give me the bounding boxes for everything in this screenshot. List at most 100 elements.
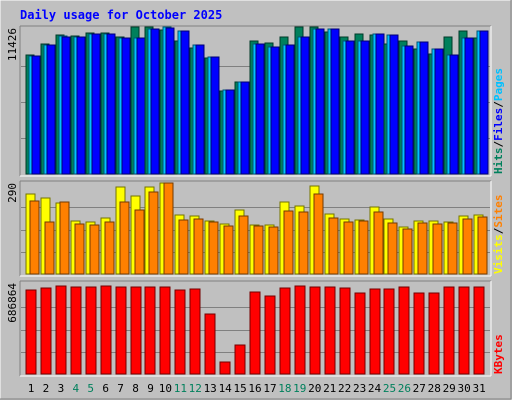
bar-pages (360, 40, 370, 175)
bar-kbytes (204, 313, 216, 375)
x-tick-label: 24 (368, 382, 382, 395)
bar-pages (61, 36, 71, 175)
series-legend: Visits/Sites (492, 195, 505, 275)
legend-separator: / (492, 141, 505, 148)
bar-sites (477, 216, 488, 275)
x-tick-label: 17 (263, 382, 276, 395)
x-tick-label: 19 (293, 382, 306, 395)
bar-sites (148, 191, 159, 275)
x-tick-label: 15 (233, 382, 246, 395)
legend-hits: Hits (492, 148, 505, 175)
bar-pages (300, 36, 310, 175)
x-tick-label: 20 (308, 382, 321, 395)
bar-sites (402, 228, 413, 275)
bar-sites (223, 225, 234, 275)
bar-pages (106, 33, 116, 175)
bar-pages (46, 44, 56, 175)
legend-files: Files (492, 108, 505, 141)
bar-pages (150, 28, 160, 175)
chart-title: Daily usage for October 2025 (20, 8, 222, 22)
bar-sites (283, 210, 294, 275)
x-tick-label: 12 (189, 382, 202, 395)
bar-sites (462, 218, 473, 275)
x-tick-label: 29 (443, 382, 456, 395)
bar-sites (387, 222, 398, 275)
bar-kbytes (189, 288, 201, 375)
bar-sites (238, 215, 249, 275)
bar-sites (313, 193, 324, 275)
x-tick-label: 26 (398, 382, 411, 395)
bar-pages (121, 37, 131, 175)
bar-pages (255, 43, 265, 175)
bar-kbytes (383, 288, 395, 375)
x-tick-label: 31 (472, 382, 485, 395)
x-tick-label: 4 (72, 382, 79, 395)
bar-kbytes (473, 286, 485, 375)
bar-kbytes (25, 289, 37, 375)
bar-pages (31, 55, 41, 175)
bar-sites (373, 211, 384, 275)
panel-kbytes: 686864 KBytes (6, 280, 505, 377)
bar-sites (417, 222, 428, 275)
bar-sites (358, 220, 369, 275)
x-tick-label: 7 (117, 382, 124, 395)
bar-sites (29, 200, 40, 275)
bar-pages (479, 30, 489, 175)
bar-kbytes (115, 286, 127, 375)
legend-separator: / (492, 101, 505, 108)
bar-pages (434, 48, 444, 175)
legend-separator: / (492, 227, 505, 234)
y-axis-max-label: 11426 (6, 28, 19, 61)
bar-kbytes (354, 292, 366, 375)
bar-pages (76, 36, 86, 175)
x-tick-label: 23 (353, 382, 366, 395)
bar-sites (89, 224, 100, 275)
x-tick-label: 3 (58, 382, 65, 395)
bar-sites (208, 221, 219, 275)
bar-kbytes (398, 286, 410, 375)
bar-sites (134, 209, 145, 275)
x-tick-label: 21 (323, 382, 336, 395)
bar-pages (464, 37, 474, 175)
bar-pages (345, 40, 355, 175)
x-axis-day-labels: 1 2 3 4 5 6 7 8 9 10 11 12 13 14 15 16 17 18 19 20 21 22 23 24 2… (28, 382, 486, 395)
bar-kbytes (70, 286, 82, 375)
y-axis-max-label: 290 (6, 183, 19, 203)
bar-kbytes (55, 285, 67, 375)
x-tick-label: 11 (174, 382, 187, 395)
bar-pages (91, 33, 101, 175)
bar-kbytes (324, 286, 336, 375)
bar-pages (136, 37, 146, 175)
bar-kbytes (294, 285, 306, 375)
bar-sites (59, 201, 70, 275)
bar-kbytes (279, 287, 291, 375)
legend-pages: Pages (492, 68, 505, 101)
bar-kbytes (264, 295, 276, 375)
bar-sites (193, 218, 204, 275)
bar-pages (195, 44, 205, 175)
x-tick-label: 2 (43, 382, 50, 395)
bar-kbytes (443, 286, 455, 375)
bar-kbytes (413, 292, 425, 375)
bar-kbytes (40, 287, 52, 375)
x-tick-label: 14 (219, 382, 233, 395)
bar-kbytes (100, 285, 112, 375)
bar-kbytes (309, 286, 321, 375)
bar-kbytes (130, 286, 142, 375)
x-tick-label: 10 (159, 382, 172, 395)
x-tick-label: 5 (87, 382, 94, 395)
bar-kbytes (234, 344, 246, 375)
x-tick-label: 16 (248, 382, 261, 395)
bar-sites (298, 211, 309, 275)
bar-pages (330, 28, 340, 175)
x-tick-label: 27 (413, 382, 426, 395)
legend-visits: Visits (492, 234, 505, 274)
bar-pages (270, 46, 280, 175)
bar-sites (44, 221, 55, 275)
bar-pages (315, 28, 325, 175)
x-tick-label: 13 (204, 382, 217, 395)
bar-sites (104, 221, 115, 275)
bar-kbytes (219, 361, 231, 375)
chart-panels: 11426Hits/Files/Pages290Visits/Sites6868… (6, 25, 505, 377)
bar-kbytes (159, 286, 171, 375)
